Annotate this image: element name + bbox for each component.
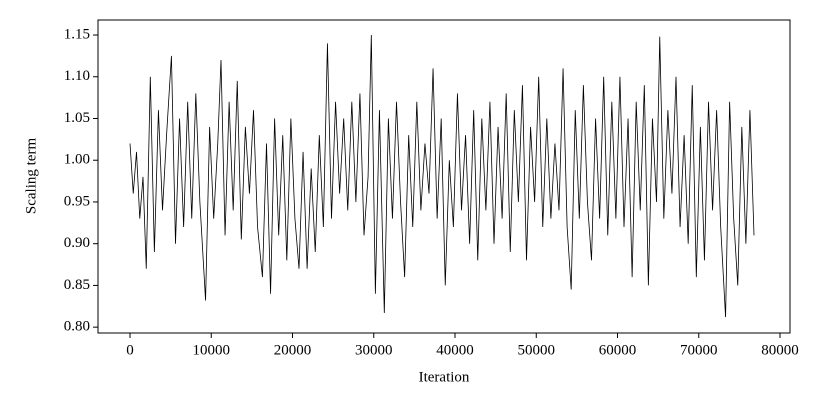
x-tick-label: 70000 bbox=[680, 342, 718, 358]
x-tick-label: 50000 bbox=[518, 342, 556, 358]
y-tick-label: 0.95 bbox=[64, 193, 90, 209]
x-tick-label: 30000 bbox=[355, 342, 393, 358]
x-tick-label: 80000 bbox=[761, 342, 799, 358]
y-tick-label: 1.15 bbox=[64, 26, 90, 42]
y-tick-label: 1.05 bbox=[64, 110, 90, 126]
data-line bbox=[129, 35, 755, 318]
y-tick-label: 0.80 bbox=[64, 319, 90, 335]
plot-frame bbox=[97, 19, 791, 334]
y-tick-label: 1.00 bbox=[64, 152, 90, 168]
y-tick-label: 0.85 bbox=[64, 277, 90, 293]
y-axis-label: Scaling term bbox=[23, 138, 39, 215]
x-tick-label: 40000 bbox=[436, 342, 474, 358]
x-axis-label: Iteration bbox=[419, 369, 470, 385]
x-tick-label: 20000 bbox=[274, 342, 312, 358]
y-tick-label: 0.90 bbox=[64, 235, 90, 251]
x-tick-label: 60000 bbox=[599, 342, 637, 358]
x-tick-label: 0 bbox=[126, 342, 134, 358]
y-tick-label: 1.10 bbox=[64, 68, 90, 84]
x-tick-label: 10000 bbox=[192, 342, 230, 358]
